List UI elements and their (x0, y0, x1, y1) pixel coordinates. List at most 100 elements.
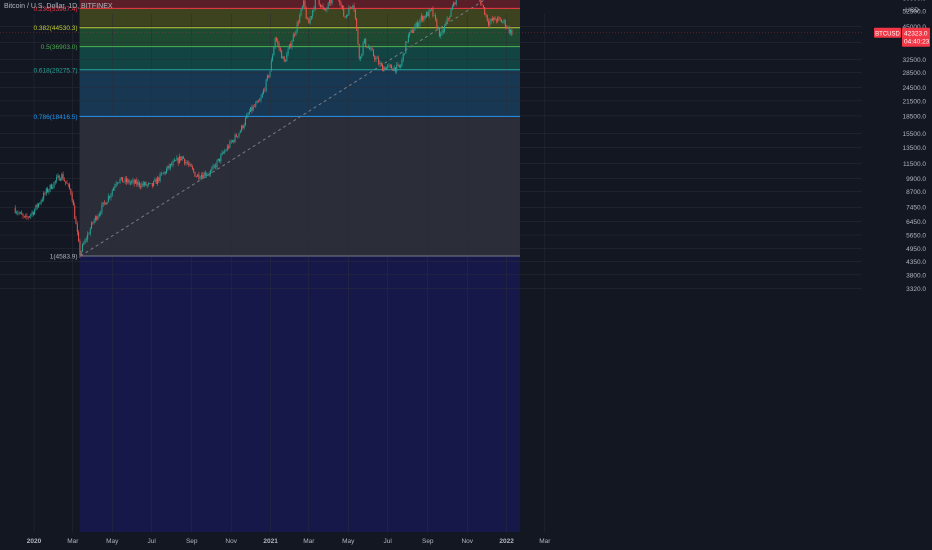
candle-body (133, 180, 135, 184)
candle (39, 202, 41, 205)
candle-body (155, 179, 157, 184)
candle (233, 139, 235, 144)
candle (230, 139, 232, 144)
candle-body (413, 30, 415, 33)
candle (485, 12, 487, 18)
candle-body (182, 156, 184, 159)
candle (138, 181, 140, 189)
chart-title: Bitcoin / U.S. Dollar, 1D, BITFINEX (4, 3, 113, 10)
candle-body (371, 48, 373, 51)
candle-body (378, 58, 380, 64)
candle (197, 173, 199, 177)
candle (225, 148, 227, 152)
candle (66, 179, 68, 184)
candle-body (40, 200, 42, 204)
candle (157, 175, 159, 187)
candle (78, 229, 80, 243)
candle (435, 12, 437, 22)
candle-body (358, 44, 360, 59)
price-axis[interactable]: USD96000.084000.072000.060000.052500.045… (862, 0, 932, 550)
candle-body (294, 34, 296, 36)
candle-body (431, 8, 433, 10)
candle-body (503, 20, 505, 22)
candle-body (176, 157, 178, 161)
candle-body (101, 204, 103, 213)
candle-body (242, 125, 244, 129)
candle (383, 65, 385, 73)
candle (18, 210, 20, 216)
candle (304, 0, 306, 10)
candle (176, 155, 178, 161)
candle (372, 48, 374, 57)
candle-body (350, 7, 352, 8)
candle-body (504, 20, 506, 27)
candle (169, 163, 171, 171)
candle (166, 166, 168, 174)
candle-body (120, 177, 122, 180)
candle-body (449, 16, 451, 19)
candle (385, 67, 387, 71)
candle-body (136, 180, 138, 185)
candle (191, 164, 193, 171)
candle (341, 5, 343, 10)
candle-body (17, 212, 19, 214)
candle (433, 15, 435, 17)
candle (362, 41, 364, 56)
candle (147, 182, 149, 187)
candle (204, 170, 206, 178)
candle (85, 236, 87, 243)
candle-body (109, 196, 111, 198)
candle (321, 4, 323, 8)
candle (232, 139, 234, 143)
candle-body (19, 212, 21, 214)
candle (45, 187, 47, 196)
time-tick-13: Mar (539, 538, 551, 545)
price-tick-11: 18500.0 (903, 113, 927, 120)
candle-body (313, 8, 315, 11)
candle (224, 148, 226, 155)
candle-body (252, 106, 254, 111)
candle (221, 150, 223, 156)
candle (198, 171, 200, 182)
candle (71, 191, 73, 203)
candle (290, 41, 292, 49)
price-tick-10: 21500.0 (903, 98, 927, 105)
candle-body (480, 0, 482, 5)
fib-band-0_5 (79, 46, 521, 70)
candle-body (169, 164, 171, 168)
trend-line-group[interactable] (80, 0, 520, 257)
candle-body (81, 244, 83, 252)
candle-body (410, 30, 412, 33)
candle (17, 210, 19, 216)
candle-body (88, 233, 90, 235)
candle (282, 56, 284, 60)
candle (250, 106, 252, 113)
time-tick-11: Nov (461, 538, 473, 545)
candle (453, 1, 455, 8)
candle-body (186, 162, 188, 164)
candle (164, 171, 166, 176)
candle (216, 159, 218, 170)
candle (294, 32, 296, 38)
candle (47, 186, 49, 194)
candle-body (190, 163, 192, 167)
candle-body (178, 156, 180, 163)
candle-body (131, 181, 133, 183)
candle-body (382, 64, 384, 71)
candle (92, 221, 94, 225)
candle (391, 64, 393, 69)
candle (310, 16, 312, 21)
candle (203, 171, 205, 178)
time-tick-7: Mar (303, 538, 315, 545)
candle (288, 44, 290, 50)
candle (41, 196, 43, 203)
candle (438, 27, 440, 38)
candle (248, 108, 250, 116)
candle (283, 55, 285, 63)
candle-body (58, 175, 60, 181)
candle-body (151, 183, 153, 187)
candle-body (322, 5, 324, 8)
candle (319, 3, 321, 8)
time-axis[interactable]: 2020 Mar May Jul Sep Nov 2021 Mar May Jul Sep Nov 20… (0, 532, 932, 550)
